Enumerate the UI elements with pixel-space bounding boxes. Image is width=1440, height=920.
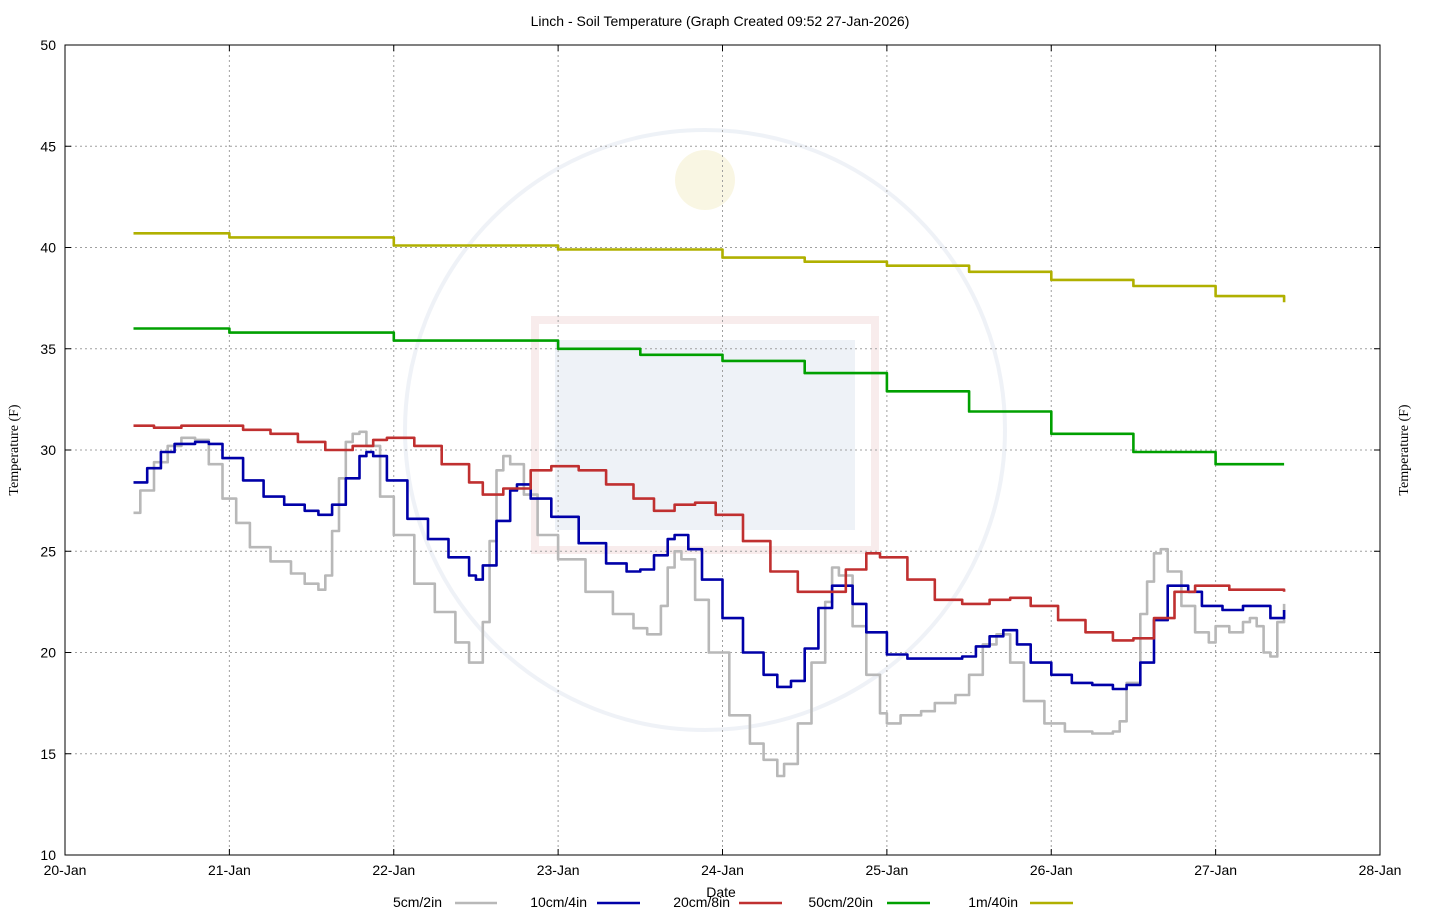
x-axis-label: Date [706, 884, 736, 900]
y-tick-label: 30 [40, 442, 56, 458]
x-tick-label: 24-Jan [701, 862, 744, 878]
x-tick-label: 21-Jan [208, 862, 251, 878]
x-tick-label: 28-Jan [1359, 862, 1402, 878]
y-axis-label-right: Temperature (F) [1397, 404, 1412, 495]
series-line-10cm-4in [133, 440, 1286, 691]
series-line-1m-40in [133, 232, 1286, 303]
x-axis: 20-Jan 21-Jan 22-Jan 23-Jan 24-Jan 25-Jan 26-J… [44, 45, 1402, 878]
series-layer [133, 232, 1286, 778]
series-line-50cm-20in [133, 327, 1285, 466]
y-tick-label: 50 [40, 37, 56, 53]
legend: 5cm/2in 10cm/4in 20cm/8in 50cm/20in 1m/40in [393, 894, 1073, 910]
series-line-5cm-2in [133, 430, 1286, 778]
series-line-20cm-8in [133, 424, 1286, 642]
x-tick-label: 20-Jan [44, 862, 87, 878]
watermark-logo [403, 128, 1007, 732]
x-tick-label: 23-Jan [537, 862, 580, 878]
legend-label-5cm-2in: 5cm/2in [393, 894, 442, 910]
chart-title: Linch - Soil Temperature (Graph Created … [531, 13, 910, 29]
y-tick-label: 20 [40, 645, 56, 661]
y-tick-label: 45 [40, 138, 56, 154]
y-tick-label: 25 [40, 543, 56, 559]
x-tick-label: 27-Jan [1194, 862, 1237, 878]
x-tick-label: 25-Jan [865, 862, 908, 878]
x-tick-label: 26-Jan [1030, 862, 1073, 878]
y-tick-label: 10 [40, 847, 56, 863]
y-tick-label: 40 [40, 240, 56, 256]
x-tick-label: 22-Jan [372, 862, 415, 878]
legend-label-20cm-8in: 20cm/8in [673, 894, 730, 910]
y-tick-label: 15 [40, 746, 56, 762]
legend-label-10cm-4in: 10cm/4in [530, 894, 587, 910]
legend-label-1m-40in: 1m/40in [968, 894, 1018, 910]
grid-lines [65, 45, 1380, 855]
legend-label-50cm-20in: 50cm/20in [808, 894, 873, 910]
y-axis-label-left: Temperature (F) [7, 404, 22, 495]
y-tick-label: 35 [40, 341, 56, 357]
y-axis: 10 15 20 25 30 35 40 45 50 [40, 37, 1380, 863]
